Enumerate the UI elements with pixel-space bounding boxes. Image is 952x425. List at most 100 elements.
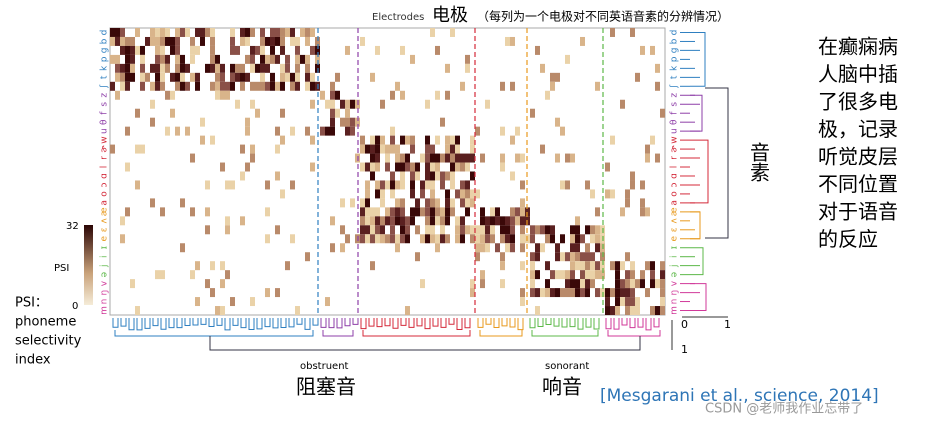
heatmap-cell [520, 288, 525, 298]
dendro [529, 318, 536, 329]
heatmap-cell [630, 288, 635, 298]
heatmap-cell [610, 288, 615, 298]
heatmap-cell [145, 72, 150, 82]
heatmap-cell [440, 153, 445, 163]
heatmap-cell [460, 225, 465, 235]
heatmap-cell [215, 81, 220, 91]
heatmap-cell [510, 81, 515, 91]
dendro [328, 318, 335, 329]
obstruent-cn: 阻塞音 [296, 375, 356, 399]
heatmap-cell [455, 162, 460, 172]
heatmap-cell [460, 216, 465, 226]
heatmap-cell [220, 279, 225, 289]
heatmap-cell [155, 81, 160, 91]
heatmap-cell [245, 72, 250, 82]
heatmap-cell [470, 225, 475, 235]
heatmap-cell [620, 279, 625, 289]
heatmap-cell [610, 135, 615, 145]
heatmap-cell [365, 225, 370, 235]
heatmap-cell [590, 225, 595, 235]
psi-note: selectivity [15, 334, 82, 349]
heatmap-cell [385, 216, 390, 226]
heatmap-cell [325, 126, 330, 136]
heatmap-cell [410, 189, 415, 199]
heatmap-cell [630, 261, 635, 271]
heatmap-cell [175, 63, 180, 73]
heatmap-cell [635, 279, 640, 289]
heatmap-cell [260, 28, 265, 37]
heatmap-cell [485, 225, 490, 235]
heatmap-cell [570, 234, 575, 244]
heatmap-cell [570, 153, 575, 163]
heatmap-cell [410, 54, 415, 64]
heatmap-cell [220, 72, 225, 82]
dendro [240, 318, 247, 329]
heatmap-cell [255, 81, 260, 91]
heatmap-cell [365, 234, 370, 244]
dendro [400, 318, 407, 326]
heatmap-cell [130, 279, 135, 289]
heatmap-cell [660, 306, 665, 315]
heatmap-cell [650, 279, 655, 289]
heatmap-cell [455, 225, 460, 235]
heatmap-cell [445, 135, 450, 145]
heatmap-cell [125, 207, 130, 217]
heatmap-cell [565, 288, 570, 298]
colorbar-label: PSI [54, 263, 69, 274]
heatmap-cell [375, 225, 380, 235]
heatmap-cell [590, 261, 595, 271]
heatmap-cell [350, 117, 355, 127]
heatmap-cell [380, 189, 385, 199]
heatmap-cell [240, 36, 245, 46]
heatmap-cell [150, 99, 155, 109]
heatmap-cell [565, 279, 570, 289]
heatmap-cell [595, 261, 600, 271]
heatmap-cell [250, 81, 255, 91]
phoneme-cn: 音素 [747, 142, 771, 182]
dendro [368, 318, 375, 327]
heatmap-cell [230, 28, 235, 37]
heatmap-cell [500, 261, 505, 271]
heatmap-cell [395, 198, 400, 208]
heatmap-cell [460, 198, 465, 208]
heatmap-cell [630, 297, 635, 307]
phoneme-label: ʃ [100, 84, 110, 89]
heatmap-cell [545, 90, 550, 100]
heatmap-cell [495, 207, 500, 217]
heatmap-cell [565, 153, 570, 163]
heatmap-cell [440, 225, 445, 235]
heatmap-cell [565, 54, 570, 64]
heatmap-cell [295, 72, 300, 82]
phoneme-label: j [100, 264, 110, 268]
dendro [392, 318, 399, 329]
heatmap-cell [485, 234, 490, 244]
dendro [605, 318, 612, 330]
heatmap-cell [295, 63, 300, 73]
heatmap-cell [360, 225, 365, 235]
heatmap-cell [260, 72, 265, 82]
heatmap-cell [285, 54, 290, 64]
heatmap-cell [650, 135, 655, 145]
heatmap-cell [225, 180, 230, 190]
citation: [Mesgarani et al., science, 2014] [600, 386, 879, 406]
heatmap-cell [170, 90, 175, 100]
heatmap-cell [475, 189, 480, 199]
heatmap-cell [240, 81, 245, 91]
heatmap-cell [330, 216, 335, 226]
heatmap-cell [130, 72, 135, 82]
heatmap-cell [605, 306, 610, 315]
heatmap-cell [470, 279, 475, 289]
heatmap-cell [115, 90, 120, 100]
heatmap-cell [210, 54, 215, 64]
heatmap-cell [400, 180, 405, 190]
heatmap-cell [210, 288, 215, 298]
heatmap-cell [600, 261, 605, 271]
phoneme-label: k [100, 65, 110, 71]
heatmap-cell [650, 45, 655, 55]
heatmap-cell [515, 207, 520, 217]
phoneme-label: ɚ [670, 145, 680, 153]
heatmap-cell [150, 81, 155, 91]
heatmap-cell [370, 216, 375, 226]
heatmap-cell [655, 63, 660, 73]
heatmap-cell [165, 90, 170, 100]
